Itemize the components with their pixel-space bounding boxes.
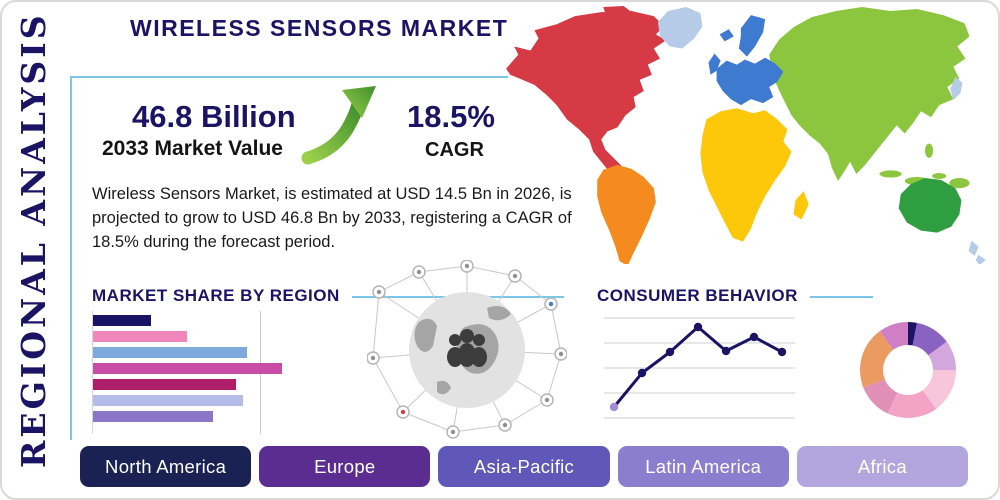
- map-new-zealand: [975, 254, 986, 264]
- map-japan: [950, 76, 963, 101]
- market-description: Wireless Sensors Market, is estimated at…: [92, 185, 572, 252]
- region-button-asia-pacific[interactable]: Asia-Pacific: [438, 446, 610, 487]
- map-indonesia: [879, 170, 902, 178]
- map-south-america: [597, 164, 656, 264]
- map-arctic-islands: [603, 6, 632, 18]
- map-australia: [898, 178, 962, 233]
- line-marker-5: [749, 332, 759, 342]
- line-marker-4: [721, 346, 731, 356]
- bar-region-3: [93, 363, 282, 374]
- cagr-label: CAGR: [425, 139, 484, 161]
- world-map: [506, 6, 986, 264]
- region-button-latin-america[interactable]: Latin America: [617, 446, 789, 487]
- side-vertical-label: REGIONAL ANALYSIS: [14, 12, 53, 468]
- bar-region-6: [93, 411, 213, 422]
- region-button-north-america[interactable]: North America: [80, 446, 252, 487]
- line-marker-0: [609, 402, 619, 412]
- map-new-zealand: [968, 240, 979, 256]
- bar-region-0: [93, 315, 151, 326]
- market-value-stat: 46.8 Billion: [132, 99, 296, 134]
- map-new-guinea: [949, 178, 970, 189]
- map-north-america: [506, 11, 666, 176]
- line-marker-3: [693, 322, 703, 332]
- consumer-behavior-title: CONSUMER BEHAVIOR: [597, 286, 798, 305]
- donut-slice-0: [908, 322, 917, 346]
- region-buttons: North America Europe Asia-Pacific Latin Ame…: [80, 446, 969, 487]
- map-uk: [708, 53, 721, 75]
- page-title: WIRELESS SENSORS MARKET: [130, 15, 509, 41]
- donut-slice-6: [860, 331, 894, 388]
- cagr-stat: 18.5%: [407, 99, 495, 134]
- market-share-bar-chart: [93, 315, 323, 427]
- donut-slice-2: [928, 341, 956, 370]
- consumer-line-chart: [604, 317, 795, 419]
- consumer-behavior-underline: [809, 296, 873, 298]
- bar-region-1: [93, 331, 188, 342]
- map-asia: [769, 7, 970, 182]
- region-button-africa[interactable]: Africa: [796, 446, 969, 487]
- bar-region-4: [93, 379, 236, 390]
- accent-line-horizontal: [70, 76, 508, 78]
- donut-slice-5: [863, 379, 898, 414]
- map-europe: [716, 57, 784, 106]
- market-value-label: 2033 Market Value: [102, 137, 283, 160]
- map-iceland: [719, 29, 734, 42]
- line-marker-2: [665, 347, 675, 357]
- donut-slice-4: [887, 390, 937, 418]
- map-greenland: [657, 7, 703, 49]
- map-scandinavia: [738, 15, 766, 57]
- bar-region-2: [93, 347, 248, 358]
- map-africa: [700, 108, 792, 242]
- bar-region-5: [93, 395, 243, 406]
- line-marker-6: [777, 347, 787, 357]
- donut-slice-3: [922, 370, 956, 409]
- donut-chart: [860, 322, 956, 418]
- donut-slice-7: [879, 322, 908, 350]
- accent-line-vertical: [70, 76, 72, 440]
- region-button-europe[interactable]: Europe: [259, 446, 431, 487]
- map-indonesia: [932, 172, 947, 180]
- people-icon: [447, 329, 487, 367]
- line-marker-1: [637, 368, 647, 378]
- donut-slice-1: [912, 322, 947, 356]
- consumer-behavior-section-header: CONSUMER BEHAVIOR: [597, 286, 873, 306]
- market-share-title: MARKET SHARE BY REGION: [92, 286, 340, 305]
- map-madagascar: [793, 191, 809, 220]
- globe-network-graphic: [367, 260, 567, 439]
- growth-arrow-icon: [301, 86, 376, 165]
- map-philippines: [925, 143, 934, 158]
- bar-chart-axis: [92, 311, 93, 434]
